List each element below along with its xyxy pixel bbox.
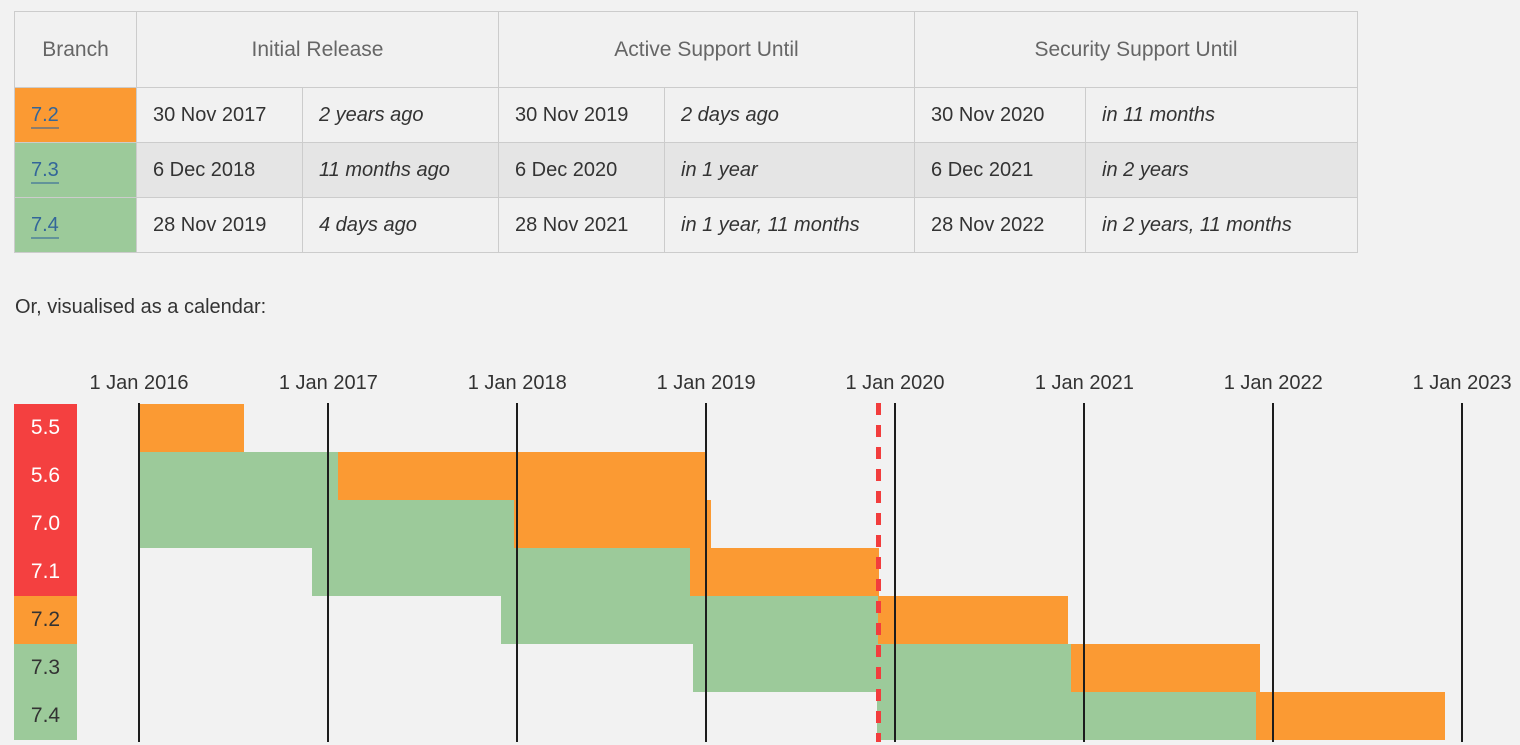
branch-link-7-3[interactable]: 7.3 [31, 158, 59, 184]
col-header-security-support: Security Support Until [914, 11, 1359, 88]
security-support-date: 30 Nov 2020 [914, 87, 1087, 143]
year-gridline [138, 403, 140, 742]
year-gridline [894, 403, 896, 742]
calendar-caption: Or, visualised as a calendar: [15, 296, 267, 318]
year-gridline [705, 403, 708, 742]
branch-row-label: 7.2 [14, 596, 77, 644]
branch-row-label: 5.6 [14, 452, 77, 500]
active-support-date: 6 Dec 2020 [498, 142, 665, 198]
security-support-relative: in 11 months [1085, 87, 1359, 143]
security-support-relative: in 2 years, 11 months [1085, 197, 1359, 253]
active-support-date: 28 Nov 2021 [498, 197, 665, 253]
col-header-branch: Branch [14, 11, 137, 88]
axis-tick-label: 1 Jan 2023 [1412, 372, 1512, 394]
initial-release-relative: 2 years ago [302, 87, 499, 143]
year-gridline [1272, 403, 1275, 742]
axis-tick-label: 1 Jan 2020 [845, 372, 945, 394]
branch-cell: 7.2 [14, 87, 137, 143]
branch-link-7-2[interactable]: 7.2 [31, 103, 59, 129]
active-support-relative: in 1 year, 11 months [663, 197, 916, 253]
support-bar-orange [1070, 644, 1260, 692]
branch-link-7-4[interactable]: 7.4 [31, 213, 59, 239]
branch-row-label: 7.4 [14, 692, 77, 740]
axis-tick-label: 1 Jan 2021 [1034, 372, 1134, 394]
initial-release-relative: 4 days ago [302, 197, 499, 253]
support-bar-green [877, 692, 1256, 740]
branch-row-label: 7.3 [14, 644, 77, 692]
year-gridline [1461, 403, 1464, 742]
axis-tick-label: 1 Jan 2018 [467, 372, 567, 394]
table-header-row: Branch Initial Release Active Support Un… [14, 11, 1359, 88]
axis-tick-label: 1 Jan 2022 [1223, 372, 1323, 394]
active-support-relative: 2 days ago [663, 87, 916, 143]
initial-release-relative: 11 months ago [302, 142, 499, 198]
axis-tick-label: 1 Jan 2016 [89, 372, 189, 394]
branch-row-label: 7.1 [14, 548, 77, 596]
year-gridline [1083, 403, 1086, 742]
support-bar-orange [513, 500, 711, 548]
axis-tick-label: 1 Jan 2017 [278, 372, 378, 394]
support-bar-orange [337, 452, 706, 500]
initial-release-date: 30 Nov 2017 [136, 87, 303, 143]
table-row: 7.4 28 Nov 2019 4 days ago 28 Nov 2021 i… [14, 197, 1359, 253]
support-bar-green [500, 596, 879, 644]
year-gridline [516, 403, 519, 742]
support-bar-green [139, 500, 514, 548]
support-bar-green [692, 644, 1071, 692]
branch-cell: 7.4 [14, 197, 137, 253]
support-bar-orange [690, 548, 879, 596]
active-support-relative: in 1 year [663, 142, 916, 198]
initial-release-date: 28 Nov 2019 [136, 197, 303, 253]
initial-release-date: 6 Dec 2018 [136, 142, 303, 198]
support-bar-orange [878, 596, 1068, 644]
active-support-date: 30 Nov 2019 [498, 87, 665, 143]
security-support-relative: in 2 years [1085, 142, 1359, 198]
support-bar-green [139, 452, 338, 500]
supported-versions-table: Branch Initial Release Active Support Un… [14, 11, 1359, 253]
year-gridline [327, 403, 330, 742]
security-support-date: 28 Nov 2022 [914, 197, 1087, 253]
support-bar-orange [1255, 692, 1445, 740]
support-bar-green [311, 548, 691, 596]
branch-row-label: 5.5 [14, 404, 77, 452]
table-row: 7.3 6 Dec 2018 11 months ago 6 Dec 2020 … [14, 142, 1359, 198]
support-bar-orange [139, 404, 244, 452]
today-marker-line [876, 403, 882, 742]
branch-row-label: 7.0 [14, 500, 77, 548]
table-row: 7.2 30 Nov 2017 2 years ago 30 Nov 2019 … [14, 87, 1359, 143]
branch-cell: 7.3 [14, 142, 137, 198]
axis-tick-label: 1 Jan 2019 [656, 372, 756, 394]
